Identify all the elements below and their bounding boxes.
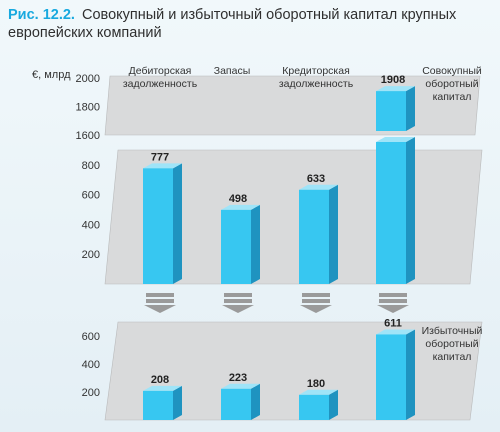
top-ytick-400: 400 — [82, 219, 100, 231]
excess-capital-label: Избыточный оборотный капитал — [422, 325, 483, 363]
bottom-bar-1 — [143, 385, 182, 420]
bottom-bar-1-top — [143, 385, 182, 391]
top-bar-3-top — [299, 184, 338, 190]
total-capital-label: Совокупный оборотный капитал — [422, 65, 482, 103]
down-arrow-1-bar1 — [146, 293, 174, 297]
down-arrow-2 — [222, 293, 254, 313]
bottom-bar-2 — [221, 383, 260, 420]
top-bar-4-lower-top — [376, 137, 415, 142]
bottom-value-label-1: 208 — [151, 374, 169, 386]
top-ytick-800: 800 — [82, 160, 100, 172]
down-arrow-1 — [144, 293, 176, 313]
top-bar-2-front — [221, 209, 251, 284]
bottom-bar-1-side — [173, 385, 182, 420]
bottom-value-label-3: 180 — [307, 378, 325, 390]
down-arrow-4-bar2 — [379, 299, 407, 303]
top-bar-4-lower-front — [376, 142, 406, 284]
bottom-bar-3-front — [299, 394, 329, 420]
down-arrow-3-head — [300, 305, 332, 313]
bottom-bar-3-top — [299, 389, 338, 395]
bottom-value-label-2: 223 — [229, 372, 247, 384]
top-value-label-4: 1908 — [381, 74, 405, 86]
top-category-label-1: Дебиторская задолженность — [123, 65, 198, 90]
bottom-bar-2-front — [221, 388, 251, 420]
top-bar-1-top — [143, 163, 182, 169]
bottom-bar-3 — [299, 389, 338, 420]
top-bar-1-front — [143, 168, 173, 284]
down-arrow-1-bar2 — [146, 299, 174, 303]
top-bar-3-side — [329, 184, 338, 284]
down-arrow-4-bar1 — [379, 293, 407, 297]
top-bar-4-upper-side — [406, 86, 415, 131]
top-value-label-3: 633 — [307, 173, 325, 185]
bottom-ytick-400: 400 — [82, 359, 100, 371]
bottom-value-label-4: 611 — [384, 317, 402, 329]
top-category-label-3: Кредиторская задолженность — [279, 65, 354, 90]
top-bar-4-lower-side — [406, 137, 415, 284]
top-ytick-200: 200 — [82, 249, 100, 261]
bottom-ytick-200: 200 — [82, 387, 100, 399]
bottom-bar-4-front — [376, 334, 406, 420]
top-bar-4-upper-front — [376, 91, 406, 131]
top-value-label-2: 498 — [229, 193, 247, 205]
down-arrow-3-bar2 — [302, 299, 330, 303]
top-bar-1-side — [173, 163, 182, 284]
top-ytick-2000: 2000 — [76, 73, 100, 85]
chart-title: Рис. 12.2. Совокупный и избыточный оборо… — [8, 6, 494, 42]
bottom-bar-4 — [376, 329, 415, 420]
top-bar-3-front — [299, 189, 329, 284]
down-arrow-3 — [300, 293, 332, 313]
down-arrow-4-head — [377, 305, 409, 313]
top-bar-4-upper-top — [376, 86, 415, 92]
top-bar-2-top — [221, 204, 260, 210]
down-arrow-3-bar1 — [302, 293, 330, 297]
top-bar-2 — [221, 204, 260, 284]
down-arrow-2-bar2 — [224, 299, 252, 303]
top-bar-1 — [143, 163, 182, 284]
figure-label: Рис. 12.2. — [8, 7, 75, 23]
bottom-bar-4-top — [376, 329, 415, 335]
top-bar-3 — [299, 184, 338, 284]
bottom-bar-1-front — [143, 390, 173, 420]
down-arrow-4 — [377, 293, 409, 313]
top-category-label-2: Запасы — [214, 65, 251, 77]
top-bar-2-side — [251, 204, 260, 284]
down-arrow-2-bar1 — [224, 293, 252, 297]
down-arrow-2-head — [222, 305, 254, 313]
figure-title-text: Совокупный и избыточный оборотный капита… — [8, 7, 457, 41]
bottom-bar-3-side — [329, 389, 338, 420]
top-value-label-1: 777 — [151, 151, 169, 163]
top-bar-4-lower — [376, 137, 415, 284]
top-ytick-1600: 1600 — [76, 130, 100, 142]
top-ytick-1800: 1800 — [76, 102, 100, 114]
bottom-bar-2-top — [221, 383, 260, 389]
top-ytick-600: 600 — [82, 190, 100, 202]
bottom-bar-2-side — [251, 383, 260, 420]
bottom-ytick-600: 600 — [82, 331, 100, 343]
down-arrow-1-head — [144, 305, 176, 313]
y-axis-unit-label: €, млрд — [32, 69, 71, 81]
bottom-bar-4-side — [406, 329, 415, 420]
top-bar-4-upper — [376, 86, 415, 131]
